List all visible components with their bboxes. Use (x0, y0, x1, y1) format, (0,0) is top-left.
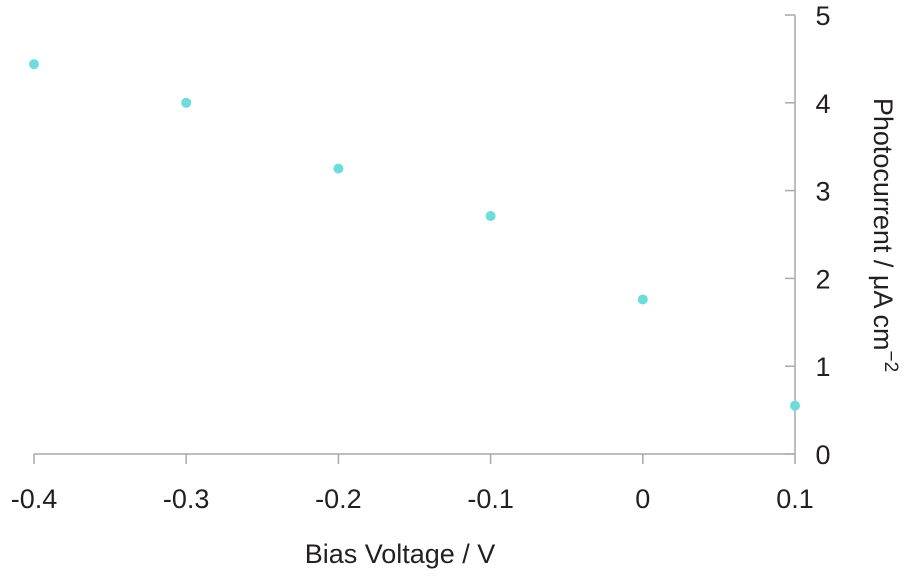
data-points (29, 59, 800, 411)
y-tick-label: 5 (815, 1, 830, 31)
y-tick-label: 0 (815, 440, 830, 470)
x-tick-label: -0.4 (11, 484, 58, 514)
x-axis-title: Bias Voltage / V (305, 539, 496, 569)
y-tick-label: 4 (815, 89, 830, 119)
data-point (181, 97, 192, 108)
y-tick-label: 2 (815, 264, 830, 294)
x-tick-label: -0.1 (467, 484, 514, 514)
y-axis-title-main: Photocurrent / μA cm (868, 98, 898, 351)
axes (33, 14, 796, 464)
data-point (790, 400, 800, 411)
data-point (637, 294, 648, 305)
y-tick-label: 3 (815, 177, 830, 207)
y-axis-title-superscript: −2 (880, 351, 901, 373)
x-tick-label: 0 (635, 484, 650, 514)
data-point (29, 59, 39, 70)
y-axis-title: Photocurrent / μA cm−2 (868, 98, 901, 372)
y-tick-label: 1 (815, 352, 830, 382)
data-point (485, 211, 496, 222)
x-tick-label: -0.2 (315, 484, 362, 514)
x-tick-label: -0.3 (163, 484, 210, 514)
data-point (333, 163, 344, 174)
x-tick-label: 0.1 (776, 484, 814, 514)
